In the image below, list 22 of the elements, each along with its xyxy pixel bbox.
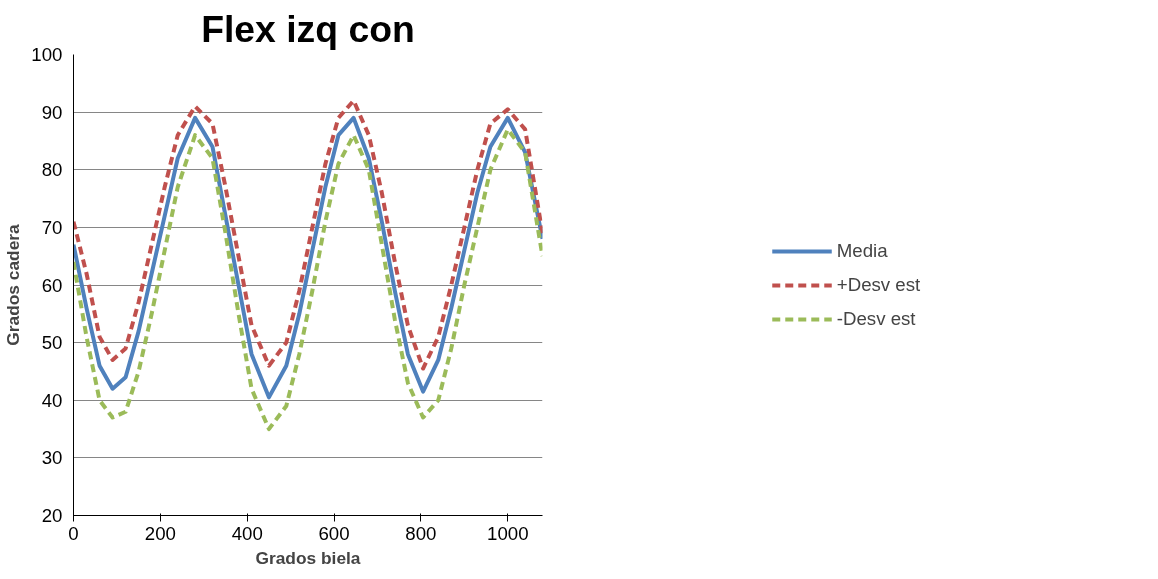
y-tick-label: 50	[41, 332, 63, 354]
y-tick-label: 90	[41, 101, 63, 123]
x-tick-label: 800	[405, 522, 437, 544]
x-axis-title: Grados biela	[255, 547, 361, 568]
legend-label: -Desv est	[836, 307, 916, 330]
legend-label: +Desv est	[836, 273, 921, 296]
y-tick-label: 40	[41, 389, 63, 411]
x-tick-label: 0	[68, 522, 79, 544]
y-tick-label: 80	[41, 159, 63, 181]
y-tick-label: 30	[41, 447, 63, 469]
x-tick-label: 200	[144, 522, 176, 544]
x-tick-label: 1000	[487, 522, 529, 544]
chart-title: Flex izq con	[201, 7, 415, 50]
x-tick-label: 400	[231, 522, 263, 544]
y-axis-title: Grados cadera	[3, 223, 24, 346]
x-tick-label: 600	[318, 522, 350, 544]
y-tick-label: 20	[41, 505, 63, 526]
legend-label: Media	[836, 239, 888, 262]
y-tick-label: 70	[41, 216, 63, 238]
y-tick-label: 60	[41, 274, 63, 296]
line-series	[73, 98, 543, 371]
y-tick-label: 100	[31, 44, 63, 65]
